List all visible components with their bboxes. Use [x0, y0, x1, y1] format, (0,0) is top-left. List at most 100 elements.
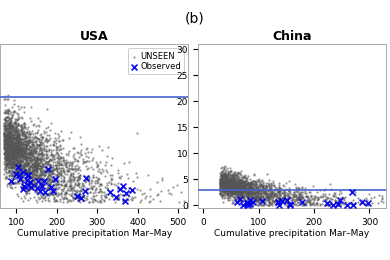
- Point: [220, 175, 227, 179]
- UNSEEN: [15, 166, 21, 170]
- Point: [230, 173, 236, 177]
- Point: [238, 199, 244, 203]
- Point: [220, 173, 226, 178]
- Point: [238, 186, 245, 190]
- Point: [303, 194, 309, 198]
- Point: [235, 184, 241, 188]
- UNSEEN: [103, 168, 109, 172]
- UNSEEN: [35, 163, 41, 167]
- UNSEEN: [3, 176, 9, 180]
- UNSEEN: [7, 159, 13, 163]
- UNSEEN: [2, 124, 8, 128]
- Point: [293, 197, 300, 201]
- UNSEEN: [125, 198, 131, 202]
- UNSEEN: [24, 189, 30, 193]
- Point: [293, 190, 300, 194]
- UNSEEN: [16, 133, 23, 137]
- UNSEEN: [17, 151, 23, 155]
- UNSEEN: [3, 155, 9, 159]
- UNSEEN: [55, 153, 61, 157]
- UNSEEN: [12, 157, 18, 161]
- UNSEEN: [24, 186, 30, 190]
- UNSEEN: [8, 119, 14, 123]
- UNSEEN: [28, 165, 35, 170]
- UNSEEN: [11, 132, 18, 136]
- Point: [230, 199, 237, 204]
- Point: [219, 178, 225, 183]
- UNSEEN: [34, 155, 41, 159]
- UNSEEN: [48, 165, 55, 170]
- UNSEEN: [72, 164, 78, 168]
- UNSEEN: [1, 143, 7, 147]
- Point: [225, 181, 231, 185]
- UNSEEN: [17, 158, 23, 162]
- UNSEEN: [3, 127, 9, 131]
- Point: [219, 185, 225, 189]
- UNSEEN: [28, 176, 35, 180]
- UNSEEN: [14, 139, 20, 143]
- Point: [239, 185, 245, 189]
- Point: [244, 186, 250, 190]
- UNSEEN: [10, 146, 16, 150]
- UNSEEN: [11, 165, 18, 170]
- Point: [262, 194, 269, 198]
- UNSEEN: [10, 136, 16, 141]
- UNSEEN: [19, 155, 25, 160]
- UNSEEN: [94, 164, 100, 168]
- UNSEEN: [18, 132, 25, 136]
- Point: [242, 184, 248, 188]
- Point: [297, 195, 303, 199]
- UNSEEN: [99, 168, 106, 173]
- UNSEEN: [31, 179, 37, 183]
- UNSEEN: [22, 188, 28, 192]
- Point: [246, 197, 253, 202]
- UNSEEN: [15, 116, 21, 120]
- UNSEEN: [25, 138, 32, 142]
- UNSEEN: [10, 162, 16, 166]
- UNSEEN: [6, 125, 12, 129]
- Point: [234, 180, 240, 184]
- Point: [281, 184, 287, 188]
- UNSEEN: [7, 138, 13, 142]
- UNSEEN: [45, 169, 51, 173]
- Point: [242, 193, 248, 197]
- UNSEEN: [7, 170, 14, 174]
- Point: [218, 173, 224, 177]
- UNSEEN: [11, 151, 17, 155]
- UNSEEN: [7, 140, 13, 144]
- UNSEEN: [18, 154, 25, 158]
- UNSEEN: [90, 173, 96, 177]
- UNSEEN: [13, 144, 19, 148]
- Point: [238, 183, 244, 187]
- Point: [220, 172, 226, 176]
- UNSEEN: [16, 150, 22, 154]
- UNSEEN: [21, 185, 27, 189]
- UNSEEN: [41, 148, 47, 152]
- UNSEEN: [12, 152, 18, 157]
- Point: [220, 187, 226, 191]
- Point: [246, 185, 253, 189]
- UNSEEN: [20, 163, 27, 167]
- Point: [320, 199, 326, 203]
- UNSEEN: [12, 145, 18, 149]
- UNSEEN: [20, 146, 26, 151]
- UNSEEN: [28, 151, 34, 155]
- UNSEEN: [51, 195, 57, 199]
- UNSEEN: [72, 166, 78, 170]
- UNSEEN: [102, 163, 108, 167]
- Point: [227, 180, 233, 185]
- UNSEEN: [2, 147, 8, 151]
- UNSEEN: [95, 169, 101, 173]
- Point: [270, 196, 276, 200]
- UNSEEN: [32, 166, 38, 171]
- Point: [255, 192, 261, 196]
- UNSEEN: [4, 127, 10, 132]
- UNSEEN: [11, 162, 17, 166]
- UNSEEN: [18, 175, 24, 179]
- UNSEEN: [13, 155, 19, 159]
- UNSEEN: [2, 111, 8, 115]
- UNSEEN: [37, 142, 43, 147]
- Point: [225, 186, 232, 190]
- Point: [268, 182, 274, 186]
- UNSEEN: [27, 180, 33, 184]
